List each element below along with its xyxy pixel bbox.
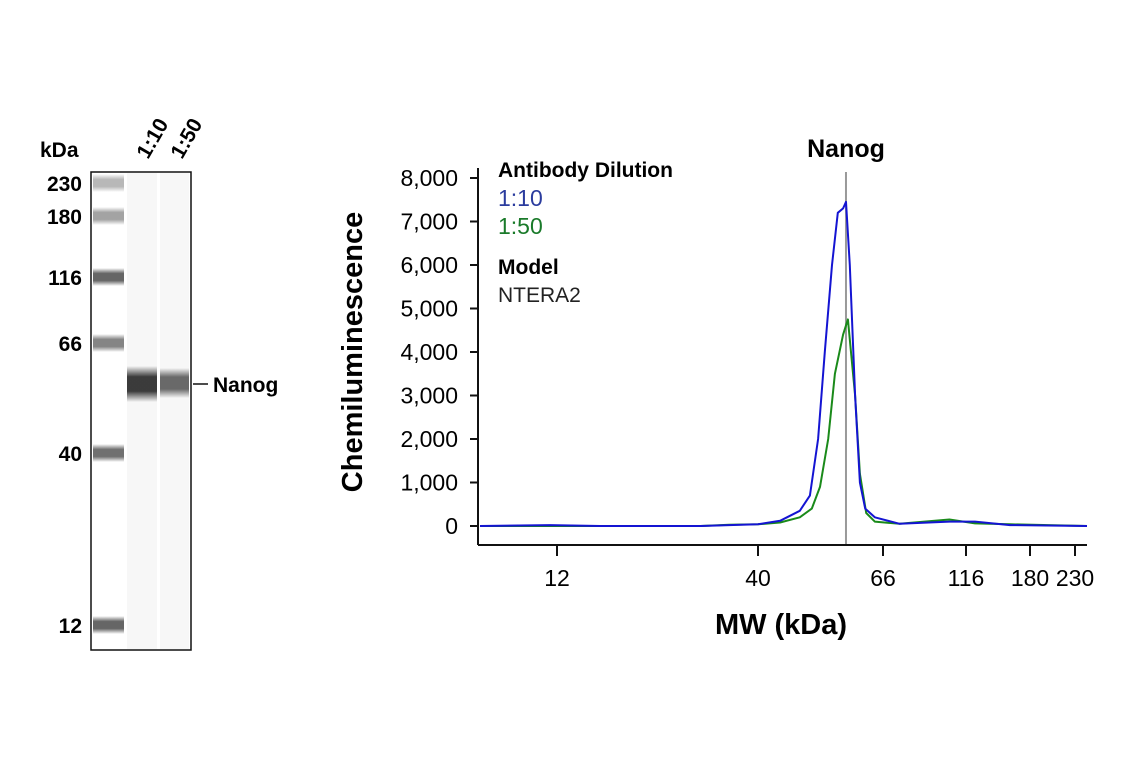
x-tick-label: 230	[1056, 565, 1094, 591]
legend-entry-1-10: 1:10	[498, 185, 543, 211]
y-tick-label: 7,000	[400, 209, 458, 235]
legend-entry-1-50: 1:50	[498, 213, 543, 239]
lane-background-1	[127, 173, 157, 649]
y-tick-label: 2,000	[400, 426, 458, 452]
x-tick-label: 12	[544, 565, 570, 591]
band-label: Nanog	[213, 374, 278, 397]
ladder-band	[93, 207, 124, 225]
legend-title: Antibody Dilution	[498, 159, 673, 182]
nanog-band-1-10	[127, 366, 157, 402]
marker-label: 180	[47, 206, 82, 229]
x-tick-label: 66	[870, 565, 896, 591]
nanog-band-1-50	[160, 368, 189, 398]
x-tick-label: 40	[745, 565, 771, 591]
legend-model-value: NTERA2	[498, 284, 581, 307]
gel-panel: kDa 1:10 1:50 230 180 116 66 40 12 Nanog	[40, 115, 278, 651]
series-line-1-50	[480, 318, 1088, 527]
marker-label: 116	[48, 267, 82, 290]
x-tick-label: 116	[948, 565, 985, 591]
lane-label-1: 1:10	[132, 115, 173, 163]
x-axis-label: MW (kDa)	[715, 609, 847, 641]
ladder-band	[93, 174, 124, 192]
ladder-band	[93, 334, 124, 352]
x-tick-label: 180	[1011, 565, 1049, 591]
y-tick-label: 3,000	[400, 383, 458, 409]
legend-model-title: Model	[498, 256, 559, 279]
legend: Antibody Dilution 1:10 1:50 Model NTERA2	[498, 159, 673, 307]
marker-label: 66	[59, 333, 82, 356]
gel-unit-label: kDa	[40, 139, 79, 162]
ladder-band	[93, 616, 124, 634]
y-tick-label: 5,000	[400, 296, 458, 322]
marker-label: 230	[47, 173, 82, 196]
y-tick-label: 0	[445, 513, 458, 539]
ladder-band	[93, 268, 124, 286]
lane-background-2	[160, 173, 189, 649]
y-axis-label: Chemiluminescence	[337, 212, 369, 492]
marker-label: 40	[59, 443, 82, 466]
marker-label: 12	[59, 615, 82, 638]
y-tick-label: 1,000	[400, 470, 458, 496]
electropherogram-chart: Nanog 0 1,000 2,000 3,000 4,000 5,000 6,000 7,0…	[337, 135, 1094, 641]
series-line-1-10	[479, 200, 1088, 527]
lane-label-2: 1:50	[166, 115, 207, 163]
y-tick-label: 4,000	[400, 339, 458, 365]
chart-title: Nanog	[807, 135, 885, 163]
y-tick-label: 8,000	[400, 165, 458, 191]
ladder-band	[93, 444, 124, 462]
y-tick-label: 6,000	[400, 252, 458, 278]
